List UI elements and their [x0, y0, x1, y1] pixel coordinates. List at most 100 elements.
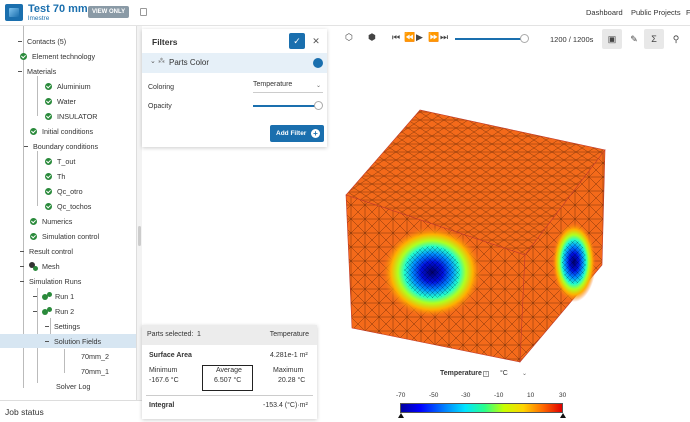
project-title: Test 70 mm	[28, 3, 88, 15]
info-icon[interactable]: i	[483, 371, 489, 377]
tree-item-materials[interactable]: Materials	[18, 64, 56, 78]
collapse-icon[interactable]	[33, 310, 37, 312]
tree-item-contacts[interactable]: Contacts (5)	[18, 34, 66, 48]
check-icon	[45, 157, 52, 165]
viewport-3d[interactable]	[330, 100, 630, 370]
opacity-slider-handle[interactable]	[314, 101, 323, 110]
opacity-slider-track[interactable]	[253, 105, 319, 107]
collapse-icon[interactable]	[20, 265, 24, 267]
parts-selected-value: 1	[197, 331, 201, 338]
tree-item-initial-conditions[interactable]: Initial conditions	[30, 124, 93, 138]
tree-item-run-1[interactable]: Run 1	[33, 289, 74, 303]
collapse-icon[interactable]	[33, 295, 37, 297]
check-icon	[45, 172, 52, 180]
timeline-slider-track[interactable]	[455, 38, 525, 40]
legend-unit-select[interactable]: °C	[500, 370, 508, 377]
tree-item-th[interactable]: Th	[45, 169, 65, 183]
tree-item-qc-tochos[interactable]: Qc_tochos	[45, 199, 91, 213]
check-icon	[30, 127, 37, 135]
collapse-icon[interactable]	[18, 70, 22, 72]
check-icon	[45, 187, 52, 195]
filter-button[interactable]: ⚲	[672, 34, 680, 44]
nav-public-projects[interactable]: Public Projects	[631, 8, 681, 17]
screenshot-button[interactable]: ▣	[602, 29, 622, 49]
check-icon	[45, 202, 52, 210]
tree-item-settings[interactable]: Settings	[45, 319, 80, 333]
tree-guide	[37, 151, 38, 206]
copy-icon[interactable]	[140, 8, 147, 16]
legend-tick: 10	[527, 392, 535, 399]
legend-tick: -30	[461, 392, 471, 399]
tree-item-water[interactable]: Water	[45, 94, 76, 108]
mesh-cube[interactable]	[345, 109, 606, 363]
visibility-toggle-icon[interactable]	[313, 58, 323, 68]
skip-back-icon[interactable]: ⏮	[392, 32, 401, 42]
tree-item-simulation-runs[interactable]: Simulation Runs	[20, 274, 81, 288]
tree-item-t-out[interactable]: T_out	[45, 154, 75, 168]
statistics-field: Temperature	[269, 331, 309, 338]
apply-filters-button[interactable]: ✓	[289, 33, 305, 49]
tree-guide	[50, 318, 51, 346]
add-filter-button[interactable]: Add Filter +	[270, 125, 324, 142]
tree-item-solution-fields[interactable]: Solution Fields	[0, 334, 136, 348]
skip-forward-icon[interactable]: ⏭	[440, 32, 449, 42]
job-status-bar[interactable]: Job status	[0, 400, 142, 422]
dash-icon	[45, 325, 49, 327]
tree-item-insulator[interactable]: INSULATOR	[45, 109, 97, 123]
sidebar-scrollbar[interactable]	[137, 26, 142, 400]
parts-color-filter[interactable]: ⌄ ⁂ Parts Color	[142, 53, 327, 73]
tree-item-70mm-1[interactable]: 70mm_1	[81, 366, 109, 376]
integral-value: -153.4 (°C)·m²	[263, 402, 308, 409]
check-icon	[20, 52, 27, 60]
tree-item-aluminium[interactable]: Aluminium	[45, 79, 91, 93]
tree-item-simulation-control[interactable]: Simulation control	[30, 229, 99, 243]
check-icon	[45, 97, 52, 105]
collapse-icon[interactable]	[18, 40, 22, 42]
chevron-down-icon[interactable]: ⌄	[150, 58, 156, 65]
gear-icon	[42, 291, 52, 301]
statistics-panel: Parts selected: 1 Temperature Surface Ar…	[142, 325, 317, 419]
tree-item-element-technology[interactable]: Element technology	[20, 49, 95, 63]
surface-area-value: 4.281e-1 m²	[270, 352, 308, 359]
collapse-icon[interactable]	[24, 145, 28, 147]
frame-counter: 1200 / 1200s	[550, 35, 594, 44]
dash-icon	[45, 340, 49, 342]
annotate-button[interactable]: ✎	[630, 34, 638, 44]
view-cube-icon[interactable]: ⬡	[345, 32, 353, 42]
view-settings-icon[interactable]: ⬢	[368, 32, 376, 42]
chevron-down-icon[interactable]: ⌄	[522, 371, 528, 377]
divider	[146, 395, 313, 396]
timeline-slider-handle[interactable]	[520, 34, 529, 43]
tree-item-run-2[interactable]: Run 2	[33, 304, 74, 318]
tree-item-result-control[interactable]: Result control	[20, 244, 73, 258]
close-filters-button[interactable]: ✕	[312, 36, 320, 46]
step-back-icon[interactable]: ⏪	[404, 32, 416, 42]
scrollbar-thumb[interactable]	[138, 226, 141, 246]
collapse-icon[interactable]	[20, 280, 24, 282]
nav-more[interactable]: F	[686, 8, 690, 17]
app-logo-icon[interactable]	[5, 4, 23, 21]
statistics-button[interactable]: Σ	[644, 29, 664, 49]
check-icon	[45, 112, 52, 120]
tree-item-qc-otro[interactable]: Qc_otro	[45, 184, 83, 198]
tree-guide	[37, 76, 38, 116]
project-owner[interactable]: lmestre	[28, 15, 50, 22]
nav-dashboard[interactable]: Dashboard	[586, 8, 623, 17]
coloring-select[interactable]: Temperature ⌄	[253, 81, 323, 93]
range-max-marker[interactable]	[560, 413, 566, 418]
chevron-down-icon: ⌄	[315, 83, 321, 89]
step-forward-icon[interactable]: ⏩	[428, 32, 440, 42]
tree-item-boundary-conditions[interactable]: Boundary conditions	[24, 139, 98, 153]
legend-tick: -50	[429, 392, 439, 399]
play-icon[interactable]: ▶	[416, 32, 423, 42]
tree-item-solver-log[interactable]: Solver Log	[56, 381, 91, 391]
tree-item-70mm-2[interactable]: 70mm_2	[81, 351, 109, 361]
range-min-marker[interactable]	[398, 413, 404, 418]
viewer-toolbar: ⬡ ⬢ ⏮ ⏪ ▶ ⏩ ⏭ 1200 / 1200s ▣ ✎ Σ ⚲	[340, 28, 690, 50]
statistics-header: Parts selected: 1 Temperature	[142, 325, 317, 345]
filters-title: Filters	[152, 37, 178, 47]
tree-item-mesh[interactable]: Mesh	[20, 259, 60, 273]
collapse-icon[interactable]	[20, 250, 24, 252]
check-icon	[30, 217, 37, 225]
tree-item-numerics[interactable]: Numerics	[30, 214, 72, 228]
